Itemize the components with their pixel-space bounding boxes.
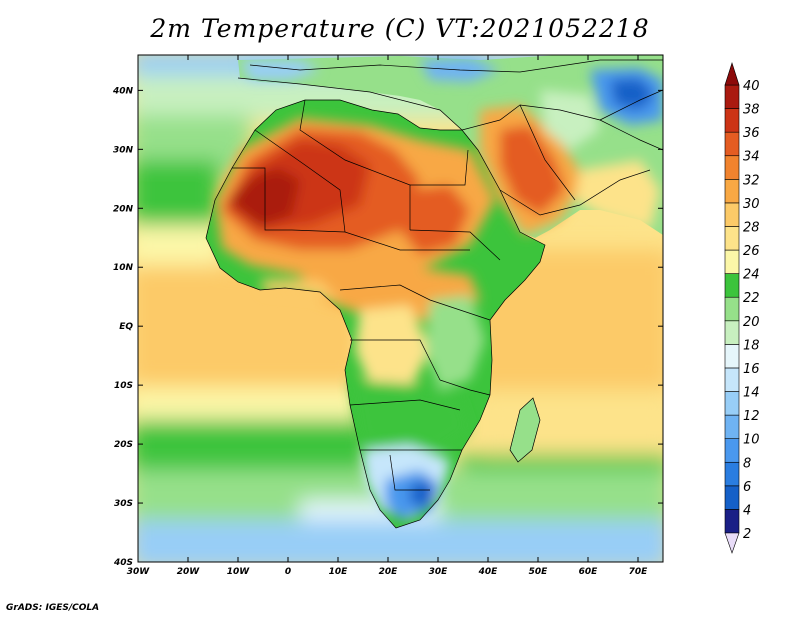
colorbar-segment: [724, 391, 740, 416]
colorbar-max-arrow: [724, 62, 740, 86]
x-tick-label: 20E: [379, 567, 399, 577]
colorbar-segment: [724, 344, 740, 369]
colorbar-segment: [724, 461, 740, 487]
chart-title: 2m Temperature (C) VT:2021052218: [150, 14, 650, 43]
y-axis-labels: 40N 30N 20N 10N EQ 10S 20S 30S 40S: [112, 86, 134, 568]
colorbar-label: 34: [743, 150, 760, 165]
map-field: [138, 55, 663, 562]
y-tick-label: 40N: [112, 86, 134, 96]
colorbar-label: 24: [743, 268, 760, 283]
colorbar-label: 14: [743, 386, 760, 401]
x-tick-label: 70E: [629, 567, 649, 577]
colorbar-label: 10: [743, 433, 760, 448]
colorbar-segment: [724, 155, 740, 180]
colorbar-segment: [724, 414, 740, 439]
colorbar-label: 22: [743, 291, 760, 306]
y-tick-label: 20S: [114, 440, 133, 450]
colorbar-label: 30: [743, 197, 760, 212]
x-tick-label: 50E: [529, 567, 549, 577]
colorbar-segment: [724, 438, 740, 463]
colorbar-label: 2: [743, 527, 751, 542]
y-tick-label: 20N: [113, 204, 134, 214]
colorbar-segment: [724, 84, 740, 109]
colorbar-label: 18: [743, 338, 760, 353]
colorbar-segment: [724, 509, 740, 534]
colorbar-label: 26: [743, 244, 760, 259]
axis-ticks: [137, 55, 663, 563]
y-tick-label: 30N: [113, 145, 134, 155]
x-tick-label: 0: [285, 567, 291, 577]
y-tick-label: 10N: [113, 263, 134, 273]
colorbar-segment: [724, 131, 740, 157]
x-tick-label: 10W: [227, 567, 251, 577]
colorbar-segment: [724, 485, 740, 510]
x-tick-label: 10E: [329, 567, 349, 577]
colorbar-segment: [724, 202, 740, 227]
colorbar-segment: [724, 296, 740, 322]
x-tick-label: 60E: [579, 567, 599, 577]
y-tick-label: 30S: [114, 499, 133, 509]
madagascar-land: [510, 398, 540, 462]
x-tick-label: 20W: [177, 567, 201, 577]
x-axis-labels: 30W 20W 10W 0 10E 20E 30E 40E 50E 60E 70E: [127, 567, 648, 577]
colorbar-segment: [724, 320, 740, 345]
colorbar-segment: [724, 367, 740, 392]
colorbar-label: 32: [743, 173, 760, 188]
colorbar-segment: [724, 226, 740, 251]
colorbar-label: 4: [743, 503, 751, 518]
colorbar-segment: [724, 249, 740, 274]
colorbar-label: 36: [743, 126, 760, 141]
colorbar-label: 38: [743, 103, 760, 118]
y-tick-label: 10S: [114, 381, 133, 391]
colorbar-segment: [724, 273, 740, 298]
country-borders: [205, 59, 663, 529]
colorbar-label: 16: [743, 362, 760, 377]
colorbar-segment: [724, 179, 740, 204]
x-tick-label: 30W: [127, 567, 151, 577]
colorbar-label: 8: [743, 456, 751, 471]
plot-frame: [137, 54, 664, 563]
y-tick-label: 40S: [113, 558, 133, 568]
colorbar-label: 40: [743, 79, 760, 94]
y-tick-label: EQ: [119, 322, 133, 332]
colorbar-segment: [724, 108, 740, 133]
colorbar-label: 28: [743, 220, 760, 235]
credit-text: GrADS: IGES/COLA: [6, 603, 100, 613]
x-tick-label: 40E: [478, 567, 499, 577]
colorbar-label: 12: [743, 409, 760, 424]
colorbar-label: 20: [743, 315, 760, 330]
colorbar-min-arrow: [724, 532, 740, 554]
colorbar-label: 6: [743, 480, 751, 495]
x-tick-label: 30E: [429, 567, 449, 577]
